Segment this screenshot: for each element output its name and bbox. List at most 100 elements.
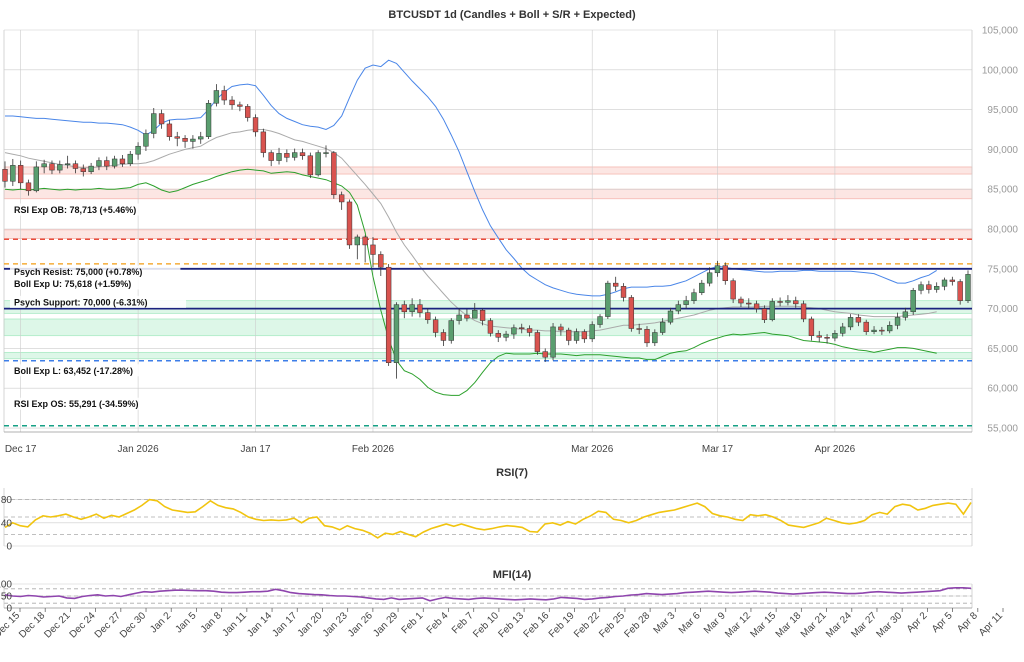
candle-71: [558, 323, 564, 336]
candle-body: [401, 304, 407, 313]
candle-body: [526, 328, 533, 333]
candle-51: [401, 300, 407, 319]
candle-27: [213, 84, 220, 107]
rsi-panel-title: RSI(7): [496, 467, 528, 479]
candle-12: [96, 157, 102, 171]
candle-body: [957, 281, 963, 301]
main-xtick-label: Apr 2026: [815, 444, 856, 455]
candle-body: [135, 145, 141, 155]
candle-body: [111, 158, 118, 167]
candle-45: [354, 234, 360, 260]
candle-92: [722, 262, 728, 285]
candle-24: [190, 135, 196, 149]
osc-ytick-label: 0: [6, 604, 12, 615]
candle-body: [589, 324, 595, 340]
candle-body: [800, 303, 807, 320]
level-label-text: Boll Exp U: 75,618 (+1.59%): [14, 279, 131, 289]
candle-body: [847, 317, 854, 328]
candle-body: [245, 106, 251, 118]
candle-31: [245, 104, 251, 122]
main-ytick-label: 55,000: [987, 424, 1018, 435]
candle-56: [440, 329, 447, 347]
candle-body: [683, 300, 689, 305]
candle-70: [550, 322, 556, 361]
candle-52: [409, 298, 415, 317]
candle-67: [526, 325, 533, 337]
candle-104: [816, 330, 822, 343]
candle-body: [503, 333, 509, 338]
candle-body: [652, 332, 658, 344]
zone-red-2: [3, 229, 973, 239]
candle-15: [119, 154, 126, 167]
candle-body: [409, 304, 415, 313]
mfi-grid: [3, 583, 973, 609]
candle-107: [840, 322, 846, 337]
candle-body: [542, 351, 548, 358]
candle-9: [72, 160, 79, 174]
candle-body: [605, 282, 611, 317]
candle-body: [699, 282, 705, 293]
candle-2: [17, 160, 24, 190]
candle-body: [41, 163, 47, 168]
candle-37: [292, 148, 298, 161]
candle-43: [338, 191, 345, 210]
candle-26: [205, 100, 212, 140]
candle-body: [198, 136, 204, 140]
candle-110: [863, 319, 869, 335]
series-rsi: [4, 498, 972, 539]
osc-ytick-label: 0: [6, 542, 12, 553]
candle-body: [753, 303, 760, 309]
candle-96: [753, 300, 760, 313]
candle-99: [777, 297, 783, 307]
candle-body: [182, 138, 188, 142]
candle-body: [855, 317, 862, 323]
candle-100: [785, 295, 791, 306]
candle-body: [49, 163, 55, 171]
candle-118: [926, 280, 932, 294]
candle-111: [871, 326, 877, 335]
candle-29: [229, 96, 235, 110]
candle-91: [714, 260, 721, 277]
candle-94: [738, 296, 744, 308]
candle-7: [57, 160, 63, 174]
candle-body: [229, 99, 235, 106]
candle-102: [800, 300, 807, 323]
level-labels: RSI Exp OB: 78,713 (+5.46%) Psych Resist:…: [10, 203, 186, 410]
candle-25: [198, 131, 204, 144]
candle-114: [894, 312, 901, 330]
candle-120: [941, 277, 948, 291]
candle-body: [941, 279, 948, 287]
candle-74: [581, 329, 588, 343]
main-ytick-label: 70,000: [987, 304, 1018, 315]
candle-body: [127, 153, 133, 164]
series-boll_lower: [4, 168, 937, 396]
candle-body: [166, 123, 173, 137]
candle-19: [151, 108, 157, 139]
candle-body: [299, 152, 306, 157]
main-ytick-label: 100,000: [982, 65, 1019, 76]
candle-84: [659, 318, 666, 335]
main-ytick-label: 65,000: [987, 344, 1018, 355]
candle-body: [706, 272, 713, 284]
candle-body: [879, 329, 885, 332]
candle-body: [143, 133, 149, 147]
candle-32: [252, 114, 259, 137]
candle-body: [597, 316, 603, 325]
candle-123: [965, 270, 971, 304]
main-ytick-label: 80,000: [987, 225, 1018, 236]
candle-body: [667, 310, 674, 323]
zone-red-1: [3, 188, 973, 200]
main-xtick-label: Dec 17: [5, 444, 37, 455]
candle-body: [378, 254, 384, 268]
candle-body: [174, 136, 180, 139]
level-label-text: RSI Exp OB: 78,713 (+5.46%): [14, 205, 136, 215]
level-label-0: RSI Exp OB: 78,713 (+5.46%): [10, 203, 170, 216]
main-ytick-label: 90,000: [987, 145, 1018, 156]
candle-body: [808, 318, 815, 336]
candle-body: [746, 302, 752, 305]
candle-63: [495, 330, 501, 343]
candle-body: [628, 297, 635, 329]
candle-body: [370, 244, 376, 255]
candle-81: [636, 323, 642, 335]
series-boll_mid: [4, 129, 937, 333]
